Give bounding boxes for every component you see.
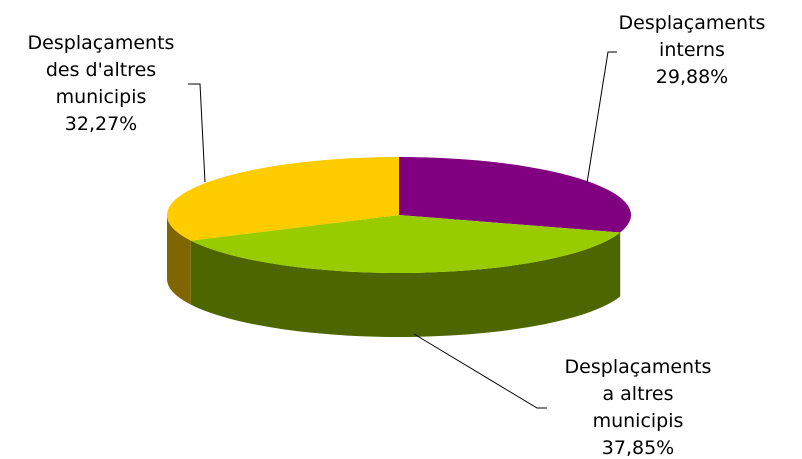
pie-slice-desplacaments-a-altres-municipis (190, 215, 621, 273)
pie-slice-desplacaments-des-d-altres-municipis (167, 157, 399, 241)
slice-name-label: Desplaçaments (28, 32, 175, 54)
slice-name-label: Desplaçaments (619, 12, 766, 34)
data-labels: Desplaçaments interns 29,88% Desplaçaments a… (28, 12, 766, 459)
leader-line-desplacaments-a-altres-municipis (413, 333, 547, 409)
pie-side-desplacaments-a-altres-municipis (190, 232, 621, 337)
slice-name-label: des d'altres (46, 59, 156, 81)
slice-value-label: 29,88% (656, 66, 728, 88)
slice-name-label: interns (659, 39, 725, 61)
pie-side-desplacaments-des-d-altres-municipis (167, 215, 191, 305)
slice-name-label: a altres (602, 383, 673, 405)
pie-sides (167, 215, 621, 337)
leader-line-desplacaments-interns (586, 51, 617, 184)
leader-lines (188, 51, 617, 409)
pie-tops (167, 156, 632, 273)
slice-name-label: municipis (593, 410, 684, 432)
slice-value-label: 32,27% (65, 113, 137, 135)
slice-value-label: 37,85% (602, 437, 674, 459)
slice-name-label: municipis (56, 86, 147, 108)
slice-name-label: Desplaçaments (565, 356, 712, 378)
leader-line-desplacaments-des-d-altres-municipis (188, 83, 206, 183)
pie-slice-desplacaments-interns (399, 156, 632, 233)
